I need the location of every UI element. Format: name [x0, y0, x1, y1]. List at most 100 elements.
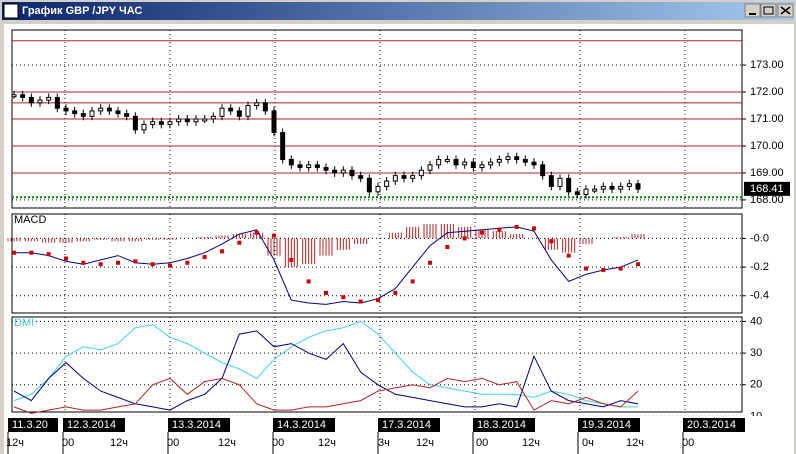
y-tick-label: 170.00 [750, 140, 784, 152]
signal-dot [462, 236, 467, 241]
candle [600, 185, 606, 190]
candle [280, 131, 286, 160]
hour-label: 12ч [110, 437, 128, 449]
candle [124, 113, 130, 117]
candle [479, 164, 485, 169]
hour-label: 12ч [626, 437, 644, 449]
candle [141, 123, 147, 131]
candle [236, 110, 242, 117]
minimize-button[interactable] [744, 3, 761, 18]
candle [522, 158, 528, 163]
candle [583, 188, 589, 196]
signal-dot [324, 290, 328, 295]
signal-dot [64, 256, 68, 261]
candle [37, 99, 43, 104]
series-line [13, 320, 638, 408]
series-line [13, 330, 639, 411]
signal-dot [306, 279, 311, 284]
date-box [8, 418, 58, 432]
date-box [578, 418, 640, 432]
candle [635, 183, 641, 190]
candle [418, 169, 424, 177]
signal-dot [618, 266, 623, 271]
candle [63, 107, 69, 112]
candle [202, 118, 208, 122]
candle [392, 175, 398, 182]
candle [592, 188, 598, 192]
candle [436, 158, 442, 166]
hour-label: 0ч [582, 437, 594, 449]
date-label: 19.3.2014 [582, 419, 631, 431]
candle [323, 167, 329, 171]
candle [349, 169, 355, 177]
candle [626, 183, 632, 187]
candle [574, 191, 580, 196]
y-tick-label: -0.0 [750, 232, 769, 244]
signal-dot [289, 257, 294, 262]
hour-label: 00 [476, 437, 488, 449]
candle [219, 107, 225, 117]
signal-dot [376, 298, 380, 303]
candle [514, 156, 520, 160]
candle [288, 158, 294, 166]
signal-dot [410, 279, 415, 284]
signal-dot [168, 263, 172, 268]
candle [54, 96, 60, 109]
candle [228, 107, 234, 112]
y-tick-label: 40 [750, 315, 762, 327]
y-tick-label: -0.2 [750, 261, 769, 273]
y-tick-label: 169.00 [750, 167, 784, 179]
candle [28, 96, 34, 104]
candle [340, 169, 346, 174]
date-label: 14.3.2014 [277, 419, 326, 431]
hour-label: 00 [62, 437, 74, 449]
signal-dot [445, 245, 450, 249]
candle [262, 102, 268, 112]
candle [184, 118, 190, 123]
window-buttons[interactable] [744, 3, 794, 18]
signal-dot [46, 252, 51, 257]
signal-dot [341, 295, 346, 300]
candle [72, 110, 78, 115]
candle [470, 161, 476, 169]
candle [548, 175, 554, 187]
signal-dot [12, 250, 16, 255]
candle [106, 107, 112, 112]
candle [531, 161, 537, 166]
hour-label: 12ч [318, 437, 336, 449]
signal-dot [220, 249, 224, 254]
candle [158, 121, 164, 125]
hour-label: 3ч [378, 437, 390, 449]
date-box [378, 418, 440, 432]
last-price: 168.41 [750, 183, 784, 195]
candle [115, 110, 121, 115]
candle [540, 164, 546, 177]
candle [384, 180, 390, 187]
date-box [273, 418, 335, 432]
candle [20, 94, 26, 98]
signal-dot [272, 233, 276, 238]
candle [358, 175, 364, 179]
y-tick-label: -0.4 [750, 290, 769, 302]
signal-dot [237, 240, 242, 245]
signal-dot [358, 299, 363, 304]
signal-dot [584, 266, 588, 271]
signal-dot [254, 230, 259, 235]
hour-label: 00 [682, 437, 694, 449]
candle [193, 118, 199, 123]
signal-dot [393, 290, 398, 295]
signal-dot [514, 224, 519, 229]
candle [410, 175, 416, 179]
series-line [13, 377, 639, 414]
signal-dot [497, 227, 502, 232]
candle [453, 158, 459, 166]
candle [618, 185, 624, 190]
panel-title: MACD [14, 214, 46, 226]
maximize-button[interactable] [760, 3, 777, 18]
hour-label: 00 [272, 437, 284, 449]
date-label: 18.3.2014 [477, 419, 526, 431]
candle [80, 113, 86, 117]
date-label: 11.3.20 [12, 419, 48, 431]
y-tick-label: 171.00 [750, 113, 784, 125]
